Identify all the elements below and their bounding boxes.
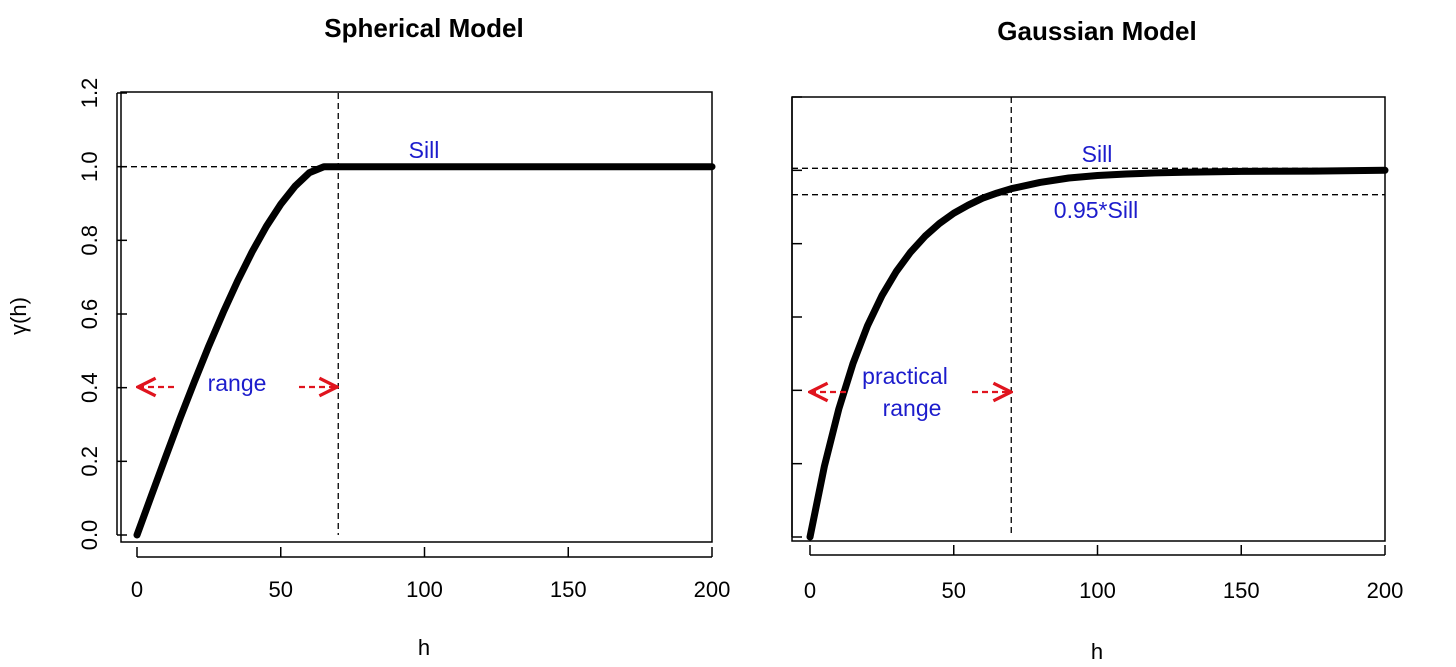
x-axis: 0 50 100 150 200 [804, 545, 1403, 603]
x-tick-label: 150 [1223, 578, 1260, 603]
y-tick-label: 0.2 [77, 446, 102, 477]
percent-sill-label: 0.95*Sill [1054, 197, 1138, 223]
practical-label: practical [862, 363, 948, 389]
y-tick-label: 0.6 [77, 299, 102, 330]
x-tick-label: 50 [942, 578, 966, 603]
x-tick-label: 100 [406, 577, 443, 602]
y-tick-label: 0.0 [77, 520, 102, 551]
y-tick-label: 0.8 [77, 225, 102, 256]
x-tick-label: 150 [550, 577, 587, 602]
x-tick-label: 200 [1367, 578, 1404, 603]
chart-title-spherical: Spherical Model [324, 13, 523, 43]
sill-label: Sill [1082, 141, 1113, 167]
y-tick-label: 1.0 [77, 151, 102, 182]
x-axis: 0 50 100 150 200 [131, 547, 730, 602]
x-tick-label: 200 [694, 577, 731, 602]
spherical-curve [133, 163, 716, 539]
guide-lines [121, 93, 339, 535]
chart-title-gaussian: Gaussian Model [997, 16, 1196, 46]
x-axis-label-gaussian: h [1091, 639, 1103, 664]
y-axis: 0.0 0.2 0.4 0.6 0.8 1.0 1.2 [77, 78, 127, 551]
gaussian-curve [806, 166, 1389, 541]
x-tick-label: 50 [269, 577, 293, 602]
sill-label: Sill [409, 137, 440, 163]
y-axis [791, 96, 802, 538]
plot-frame [120, 91, 713, 543]
y-tick-label: 0.4 [77, 372, 102, 403]
y-tick-label: 1.2 [77, 78, 102, 109]
y-axis-label: γ(h) [6, 297, 31, 335]
x-tick-label: 0 [131, 577, 143, 602]
x-axis-label-spherical: h [418, 635, 430, 660]
gaussian-plot: 0 50 100 150 200 Sill 0.95*Sill practical ra… [791, 96, 1403, 603]
spherical-plot: 0 50 100 150 200 0.00.20.40.60.81.01.2 Sill … [77, 78, 730, 602]
x-tick-label: 0 [804, 578, 816, 603]
range-label: range [208, 370, 267, 396]
range-label: range [883, 395, 942, 421]
x-tick-label: 100 [1079, 578, 1116, 603]
